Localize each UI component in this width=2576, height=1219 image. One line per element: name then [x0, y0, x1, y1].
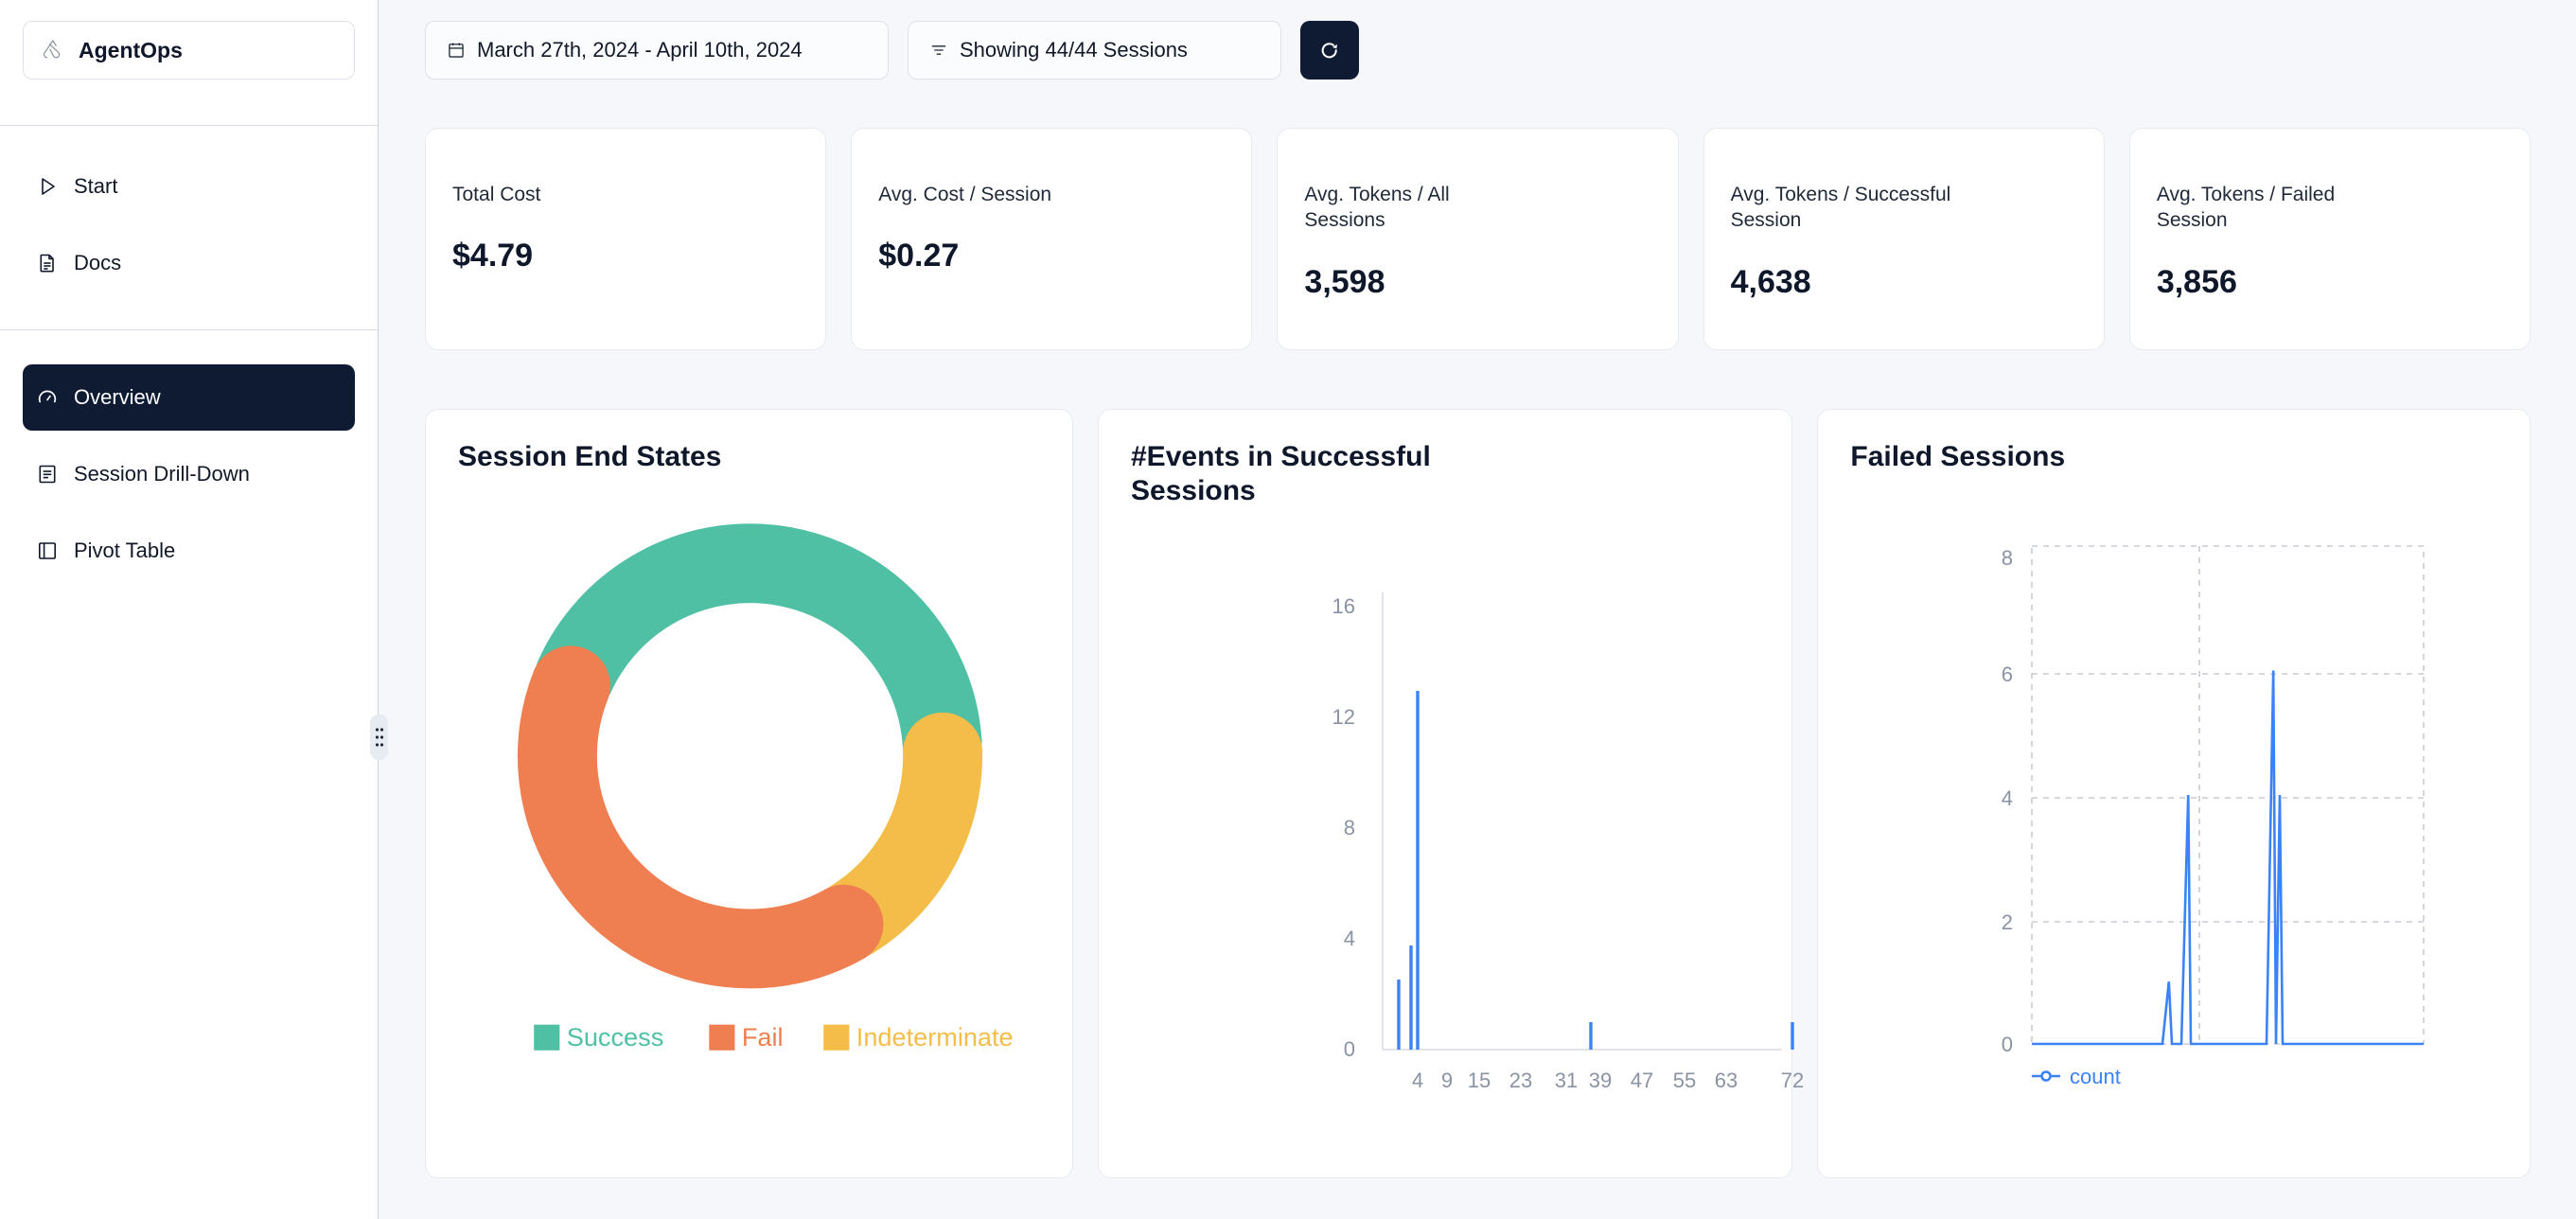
svg-text:4: 4 — [1344, 927, 1355, 950]
svg-text:Indeterminate: Indeterminate — [856, 1022, 1014, 1051]
svg-text:0: 0 — [2002, 1033, 2013, 1056]
svg-text:4: 4 — [2002, 786, 2013, 810]
svg-text:count: count — [2070, 1065, 2121, 1088]
svg-text:16: 16 — [1332, 594, 1355, 618]
svg-text:0: 0 — [1344, 1037, 1355, 1061]
svg-text:8: 8 — [2002, 546, 2013, 570]
svg-text:23: 23 — [1509, 1069, 1532, 1092]
svg-text:31: 31 — [1555, 1069, 1578, 1092]
svg-text:55: 55 — [1673, 1069, 1696, 1092]
svg-text:15: 15 — [1468, 1069, 1491, 1092]
svg-text:4: 4 — [1412, 1069, 1423, 1092]
svg-text:72: 72 — [1781, 1069, 1804, 1092]
svg-text:8: 8 — [1344, 816, 1355, 839]
svg-text:Fail: Fail — [742, 1022, 784, 1051]
svg-text:2: 2 — [2002, 910, 2013, 934]
svg-text:63: 63 — [1715, 1069, 1738, 1092]
svg-text:39: 39 — [1589, 1069, 1612, 1092]
svg-text:12: 12 — [1332, 705, 1355, 729]
svg-text:Success: Success — [567, 1022, 664, 1051]
svg-text:47: 47 — [1631, 1069, 1653, 1092]
svg-text:6: 6 — [2002, 662, 2013, 686]
svg-text:9: 9 — [1441, 1069, 1453, 1092]
